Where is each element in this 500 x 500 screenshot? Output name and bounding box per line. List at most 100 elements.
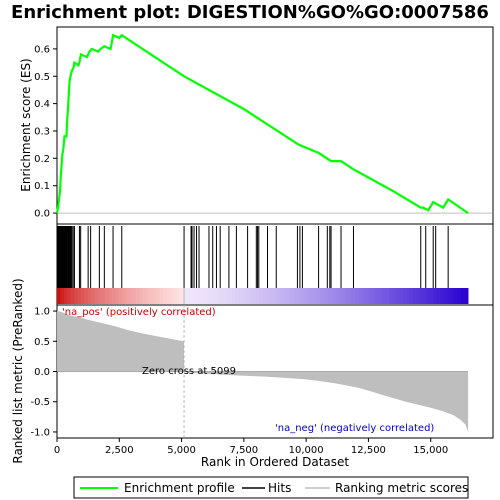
es-tick-label: 0.6 [34, 44, 50, 55]
heat-bar-segment [300, 288, 305, 304]
heat-bar-segment [348, 288, 353, 304]
x-tick-label: 12,500 [351, 445, 386, 456]
heat-bar-segment [187, 288, 192, 304]
heat-bar-segment [108, 288, 113, 304]
heat-bar-segment [296, 288, 301, 304]
legend-label-metric: Ranking metric scores [335, 481, 468, 495]
heat-bar-segment [262, 288, 267, 304]
heat-bar-segment [60, 288, 65, 304]
metric-tick-label: 0.0 [34, 367, 50, 378]
heat-bar-segment [396, 288, 400, 304]
heat-bar-segment [433, 288, 438, 304]
x-tick-label: 15,000 [413, 445, 448, 456]
metric-tick-label: 0.5 [34, 337, 50, 348]
heat-bar-segment [416, 288, 421, 304]
heat-bar-segment [461, 288, 466, 304]
na-pos-label: 'na_pos' (positively correlated) [62, 307, 216, 318]
heat-bar-segment [324, 288, 329, 304]
metric-tick-label: 1.0 [34, 307, 50, 318]
heat-bar-segment [279, 288, 284, 304]
heat-bar-segment [355, 288, 359, 304]
heat-bar-segment [159, 288, 164, 304]
heat-bar-segment [361, 288, 366, 304]
heat-bar-segment [365, 288, 370, 304]
legend-label-hits: Hits [268, 481, 291, 495]
legend-box [73, 476, 469, 499]
heat-bar-segment [122, 288, 126, 304]
heat-bar-segment [252, 288, 257, 304]
x-tick-label: 10,000 [289, 445, 324, 456]
heat-bar-segment [265, 288, 270, 304]
heat-bar-segment [111, 288, 116, 304]
heat-bar-segment [409, 288, 414, 304]
heat-bar-segment [358, 288, 363, 304]
heat-bar-segment [413, 288, 418, 304]
heat-bar-segment [379, 288, 383, 304]
heat-bar-segment [341, 288, 346, 304]
enrichment-profile-line [55, 33, 469, 215]
heat-bar-segment [176, 288, 181, 304]
heat-bar-segment [70, 288, 75, 304]
heat-bar-segment [245, 288, 250, 304]
legend-label-enrichment: Enrichment profile [124, 481, 235, 495]
heat-bar-segment [84, 288, 89, 304]
es-tick-label: 0.4 [34, 99, 50, 110]
metric-tick-label: -1.0 [30, 427, 50, 438]
heat-bar-segment [320, 288, 325, 304]
heat-bar-segment [125, 288, 130, 304]
heat-bar-segment [139, 288, 144, 304]
heat-bar-segment [255, 288, 260, 304]
heat-bar-segment [132, 288, 137, 304]
heat-bar-segment [67, 288, 72, 304]
heat-bar-segment [166, 288, 171, 304]
heat-bar-segment [313, 288, 318, 304]
heat-bar-segment [238, 288, 243, 304]
x-axis: 0 2,500 5,000 7,500 10,000 12,500 15,000 [54, 438, 448, 456]
heat-bar-segment [450, 288, 455, 304]
heat-bar-segment [447, 288, 452, 304]
heat-bar-segment [87, 288, 92, 304]
rank-heat-bar [57, 288, 469, 304]
heat-bar-segment [214, 288, 219, 304]
heat-bar-segment [211, 288, 215, 304]
es-tick-label: 0.1 [34, 181, 50, 192]
heat-bar-segment [163, 288, 168, 304]
heat-bar-segment [156, 288, 161, 304]
heat-bar-segment [241, 288, 246, 304]
heat-bar-segment [74, 288, 78, 304]
heat-bar-segment [392, 288, 397, 304]
heat-bar-segment [98, 288, 102, 304]
heat-bar-segment [146, 288, 150, 304]
heat-bar-segment [286, 288, 291, 304]
heat-bar-segment [228, 288, 233, 304]
heat-bar-segment [303, 288, 308, 304]
heat-bar-segment [331, 288, 335, 304]
heat-bar-segment [307, 288, 311, 304]
heat-bar-segment [457, 288, 462, 304]
heat-bar-segment [194, 288, 198, 304]
heat-bar-segment [259, 288, 263, 304]
heat-bar-segment [224, 288, 229, 304]
x-tick-label: 7,500 [230, 445, 259, 456]
heat-bar-segment [454, 288, 459, 304]
heat-bar-segment [344, 288, 349, 304]
chart-title: Enrichment plot: DIGESTION%GO%GO:0007586 [11, 2, 489, 23]
heat-bar-segment [173, 288, 178, 304]
heat-bar-segment [91, 288, 96, 304]
metric-tick-label: -0.5 [30, 397, 50, 408]
heat-bar-segment [77, 288, 82, 304]
heat-bar-segment [317, 288, 322, 304]
heat-bar-segment [437, 288, 442, 304]
hits-layer [57, 226, 449, 288]
heat-bar-segment [440, 288, 445, 304]
heat-bar-segment [218, 288, 222, 304]
heat-bar-segment [104, 288, 109, 304]
heat-bar-segment [406, 288, 411, 304]
heat-bar-segment [375, 288, 380, 304]
es-axis: 0.0 0.1 0.2 0.3 0.4 0.5 0.6 [34, 44, 57, 220]
heat-bar-segment [385, 288, 390, 304]
enrichment-curve-layer [55, 33, 469, 215]
heat-bar-segment [128, 288, 133, 304]
heat-bar-segment [293, 288, 298, 304]
